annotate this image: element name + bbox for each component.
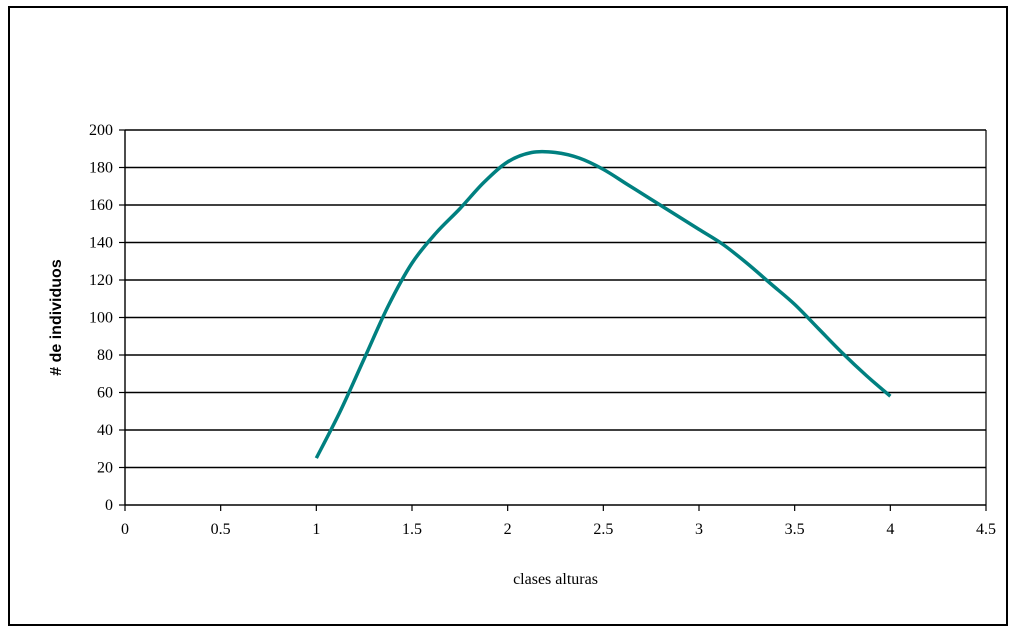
x-tick-label: 2 bbox=[504, 521, 512, 538]
y-axis-title: # de individuos bbox=[48, 259, 65, 376]
x-tick-label: 3.5 bbox=[785, 521, 805, 538]
chart-frame: 0 20 40 60 80 100 120 140 160 180 200 0 0.5 1 1.5 2 2.5 3… bbox=[8, 6, 1008, 626]
y-tick-label: 120 bbox=[89, 272, 113, 289]
y-tick-label: 80 bbox=[97, 347, 113, 364]
y-tick-label: 200 bbox=[89, 122, 113, 139]
x-tick-label: 3 bbox=[695, 521, 703, 538]
series-line bbox=[314, 149, 892, 459]
x-axis-title: clases alturas bbox=[513, 571, 598, 588]
y-tick-label: 60 bbox=[97, 385, 113, 402]
x-tick-label: 1.5 bbox=[402, 521, 422, 538]
y-tick-label: 100 bbox=[89, 310, 113, 327]
x-tick-label: 0 bbox=[121, 521, 129, 538]
line-chart: 0 20 40 60 80 100 120 140 160 180 200 0 0.5 1 1.5 2 2.5 3… bbox=[48, 122, 996, 588]
y-tick-label: 140 bbox=[89, 235, 113, 252]
x-tick-label: 4 bbox=[886, 521, 894, 538]
x-tick-label: 2.5 bbox=[593, 521, 613, 538]
x-tick-label: 4.5 bbox=[976, 521, 996, 538]
y-tick-label: 160 bbox=[89, 197, 113, 214]
x-tick-label: 0.5 bbox=[211, 521, 231, 538]
x-tick-label: 1 bbox=[312, 521, 320, 538]
y-tick-label: 20 bbox=[97, 460, 113, 477]
y-tick-label: 0 bbox=[105, 497, 113, 514]
y-tick-label: 180 bbox=[89, 160, 113, 177]
y-tick-label: 40 bbox=[97, 422, 113, 439]
